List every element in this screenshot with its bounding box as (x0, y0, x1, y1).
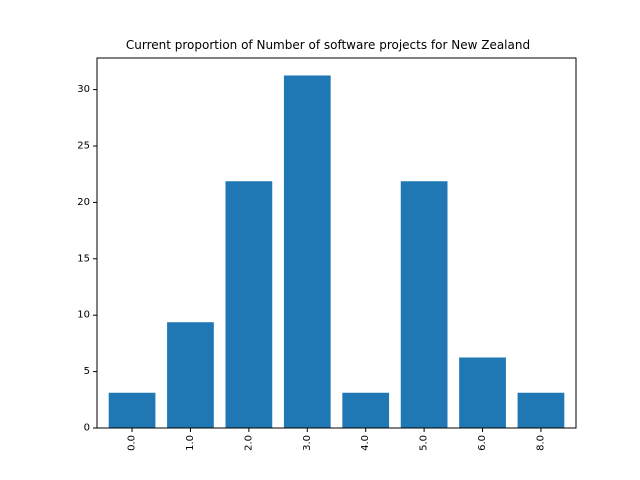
y-tick-label: 0 (84, 423, 90, 434)
y-tick-label: 5 (84, 366, 90, 377)
bars-layer (108, 75, 565, 428)
plot-frame (96, 57, 577, 429)
bar-3.0 (283, 75, 331, 428)
x-tick-label: 2.0 (243, 435, 254, 451)
bar-1.0 (167, 322, 214, 428)
x-tick-label: 5.0 (419, 435, 430, 451)
y-tick-label: 25 (77, 140, 90, 151)
x-tick-label: 3.0 (302, 435, 313, 451)
y-tick-label: 30 (77, 84, 90, 95)
y-tick-label: 20 (77, 197, 90, 208)
bar-6.0 (459, 357, 506, 428)
axes-layer (96, 57, 577, 429)
x-tick-label: 4.0 (360, 435, 371, 451)
y-tick-label: 15 (77, 253, 90, 264)
x-tick-label: 8.0 (535, 435, 546, 451)
bar-4.0 (342, 392, 390, 428)
ticks-layer: 0.0 1.0 2.0 3.0 4.0 5.0 6.0 8.0 0 5 10 15 20 25 30 (77, 84, 546, 451)
bar-2.0 (225, 181, 273, 428)
x-tick-label: 0.0 (127, 435, 138, 451)
x-tick-label: 1.0 (185, 435, 196, 451)
bar-0.0 (108, 392, 156, 428)
chart-title: Current proportion of Number of software… (126, 38, 530, 52)
y-tick-label: 10 (77, 310, 90, 321)
x-tick-label: 6.0 (477, 435, 488, 451)
bar-8.0 (517, 392, 565, 428)
bar-5.0 (400, 181, 448, 428)
